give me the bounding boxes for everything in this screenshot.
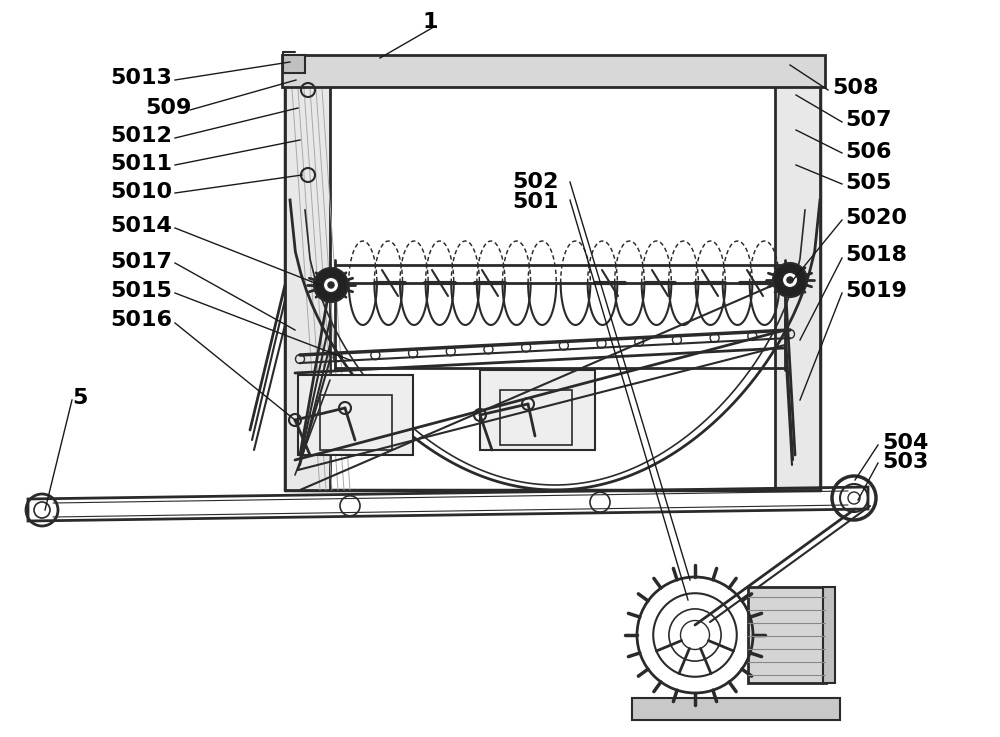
Bar [480, 370, 595, 450]
Circle shape [314, 268, 348, 302]
Text: 509: 509 [146, 98, 192, 118]
Bar [285, 58, 330, 490]
Circle shape [782, 273, 798, 287]
Circle shape [328, 282, 334, 288]
Text: 5011: 5011 [110, 154, 172, 174]
Bar [282, 55, 825, 87]
Bar [320, 395, 392, 450]
Text: 506: 506 [845, 142, 892, 162]
Bar [748, 587, 826, 683]
Text: 502: 502 [512, 172, 558, 192]
Bar [500, 390, 572, 445]
Text: 5020: 5020 [845, 208, 907, 228]
Text: 505: 505 [845, 173, 891, 193]
Bar [775, 58, 820, 490]
Text: 5016: 5016 [110, 310, 172, 330]
Circle shape [787, 277, 793, 283]
Text: 5012: 5012 [110, 126, 172, 146]
Text: 1: 1 [422, 12, 438, 32]
Text: 5013: 5013 [110, 68, 172, 88]
Bar [283, 55, 305, 73]
Text: 5015: 5015 [110, 281, 172, 301]
Text: 5019: 5019 [845, 281, 907, 301]
Text: 507: 507 [845, 110, 892, 130]
Bar [298, 375, 413, 455]
Text: 503: 503 [882, 452, 928, 472]
Text: 508: 508 [832, 78, 879, 98]
Text: 501: 501 [512, 192, 558, 212]
Text: 5010: 5010 [110, 182, 172, 202]
Text: 5: 5 [72, 388, 87, 408]
Text: 5018: 5018 [845, 245, 907, 265]
Circle shape [773, 263, 807, 297]
Text: 504: 504 [882, 433, 928, 453]
Text: 5014: 5014 [110, 216, 172, 236]
Bar [823, 587, 835, 683]
Text: 5017: 5017 [110, 252, 172, 272]
Circle shape [323, 277, 339, 293]
Bar [632, 698, 840, 720]
